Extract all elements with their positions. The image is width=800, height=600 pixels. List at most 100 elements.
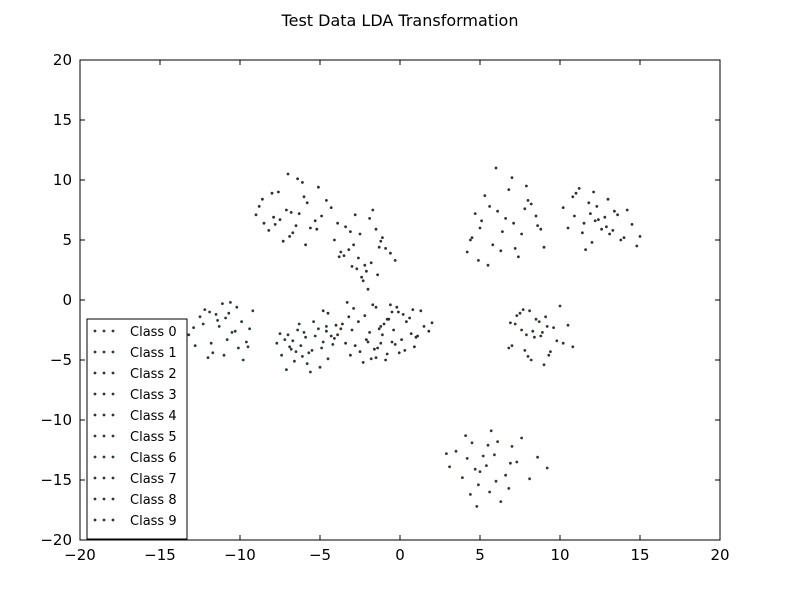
data-point: [278, 218, 282, 222]
data-point: [488, 205, 491, 208]
data-point: [573, 214, 576, 218]
data-point: [293, 359, 296, 363]
data-point: [486, 443, 490, 447]
data-point: [379, 239, 383, 243]
data-point: [400, 338, 403, 341]
data-point: [377, 245, 381, 249]
data-point: [405, 320, 408, 323]
data-point: [355, 267, 359, 271]
data-point: [273, 223, 277, 226]
data-point: [509, 321, 512, 325]
data-point: [347, 315, 351, 319]
data-point: [307, 351, 311, 355]
legend-marker: [93, 497, 97, 501]
legend-marker: [102, 476, 106, 480]
data-point: [237, 346, 240, 350]
y-tick-label: 20: [53, 51, 72, 69]
legend-marker: [111, 476, 115, 480]
data-point: [201, 322, 205, 326]
data-point: [384, 358, 387, 362]
series-class-1: [181, 301, 255, 362]
data-point: [339, 250, 343, 254]
legend-item: Class 3: [93, 388, 177, 403]
legend-label: Class 4: [130, 409, 177, 424]
data-point: [344, 225, 347, 229]
data-point: [509, 461, 512, 465]
data-point: [494, 479, 498, 483]
legend-item: Class 6: [93, 451, 177, 466]
data-point: [214, 313, 218, 316]
legend-marker: [102, 455, 106, 459]
legend-marker: [93, 455, 97, 459]
data-point: [291, 231, 295, 235]
data-point: [477, 259, 480, 262]
data-point: [605, 225, 608, 229]
data-point: [312, 320, 315, 323]
series-class-6: [275, 320, 335, 374]
legend: Class 0 Class 1 Class 2 Class 3 Class 4 Class…: [86, 318, 188, 540]
data-point: [374, 227, 378, 231]
data-point: [515, 460, 519, 464]
y-tick-label: −15: [40, 471, 72, 489]
data-point: [277, 190, 280, 194]
data-point: [611, 229, 615, 232]
data-point: [473, 467, 477, 471]
data-point: [390, 310, 394, 314]
data-point: [283, 338, 287, 341]
x-tick-label: −20: [64, 546, 96, 564]
data-point: [536, 224, 539, 228]
data-point: [294, 350, 298, 353]
data-point: [291, 339, 295, 343]
legend-item: Class 4: [93, 409, 177, 424]
data-point: [286, 172, 290, 176]
data-point: [192, 326, 196, 329]
data-point: [493, 453, 496, 457]
data-point: [381, 333, 384, 337]
data-point: [280, 353, 283, 357]
data-point: [496, 440, 499, 443]
legend-label: Class 2: [130, 367, 177, 382]
legend-marker: [102, 497, 106, 501]
x-tick-label: 5: [475, 546, 485, 564]
data-point: [566, 323, 570, 327]
data-point: [313, 219, 317, 223]
data-point: [571, 345, 575, 349]
data-point: [326, 311, 330, 315]
data-point: [301, 355, 304, 358]
data-point: [211, 351, 215, 355]
data-point: [470, 441, 474, 445]
data-point: [593, 219, 597, 223]
data-point: [368, 331, 371, 334]
data-point: [501, 230, 504, 234]
data-point: [510, 445, 514, 448]
data-point: [582, 221, 586, 225]
data-point: [350, 265, 354, 268]
data-point: [320, 214, 323, 218]
data-point: [369, 357, 373, 361]
data-point: [635, 244, 639, 248]
data-point: [513, 247, 517, 250]
data-point: [289, 211, 293, 214]
series-class-9: [321, 301, 394, 364]
legend-label: Class 0: [130, 325, 177, 340]
data-point: [347, 248, 351, 252]
data-point: [288, 345, 291, 349]
data-point: [267, 229, 271, 232]
data-point: [206, 356, 210, 359]
legend-marker: [102, 413, 106, 417]
data-point: [193, 344, 197, 347]
data-point: [385, 317, 389, 321]
data-point: [510, 344, 514, 347]
legend-marker: [93, 434, 97, 438]
data-point: [512, 221, 515, 225]
data-point: [531, 329, 535, 333]
data-point: [379, 341, 383, 345]
data-point: [309, 226, 312, 230]
data-point: [360, 275, 363, 279]
data-point: [566, 226, 570, 230]
data-point: [622, 236, 626, 240]
legend-label: Class 3: [130, 388, 177, 403]
legend-marker: [111, 434, 115, 438]
data-point: [397, 310, 400, 314]
legend-marker: [93, 476, 97, 480]
